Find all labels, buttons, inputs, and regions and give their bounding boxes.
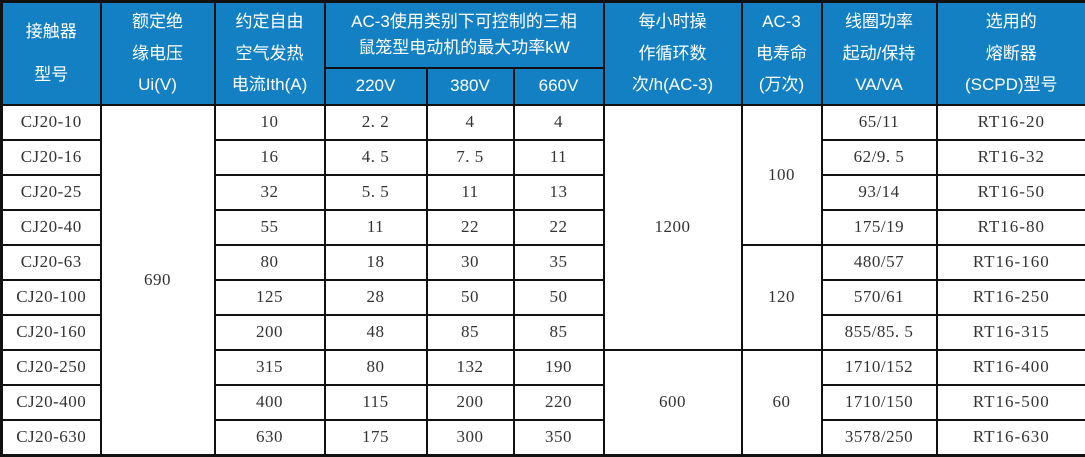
cell-power-380v: 22 — [427, 210, 514, 245]
cell-fuse-model: RT16-250 — [937, 280, 1085, 315]
cell-fuse-model: RT16-315 — [937, 315, 1085, 350]
cell-coil-power: 855/85. 5 — [822, 315, 937, 350]
cell-power-380v: 85 — [427, 315, 514, 350]
cell-ith-current: 80 — [215, 245, 325, 280]
table-row: CJ20-10 690 10 2. 2 4 4 1200 100 65/11 R… — [2, 105, 1085, 140]
cell-power-220v: 4. 5 — [325, 140, 427, 175]
cell-power-380v: 50 — [427, 280, 514, 315]
cell-model: CJ20-630 — [2, 420, 101, 456]
cell-coil-power: 3578/250 — [822, 420, 937, 456]
cell-power-660v: 4 — [514, 105, 604, 140]
cell-power-220v: 18 — [325, 245, 427, 280]
cell-model: CJ20-10 — [2, 105, 101, 140]
cell-power-220v: 48 — [325, 315, 427, 350]
header-fuse-model: 选用的 熔断器 (SCPD)型号 — [937, 2, 1085, 105]
cell-coil-power: 93/14 — [822, 175, 937, 210]
cell-insulation-voltage: 690 — [101, 105, 215, 456]
header-coil-power: 线圈功率 起动/保持 VA/VA — [822, 2, 937, 105]
header-contactor-model: 接触器 型号 — [2, 2, 101, 105]
cell-power-220v: 115 — [325, 385, 427, 420]
cell-fuse-model: RT16-20 — [937, 105, 1085, 140]
header-ac3-max-power-group: AC-3使用类别下可控制的三相 鼠笼型电动机的最大功率kW — [325, 2, 604, 68]
cell-power-220v: 5. 5 — [325, 175, 427, 210]
cell-power-660v: 85 — [514, 315, 604, 350]
cell-electrical-life: 120 — [742, 245, 822, 350]
cell-model: CJ20-100 — [2, 280, 101, 315]
cell-power-220v: 175 — [325, 420, 427, 456]
table-body: CJ20-10 690 10 2. 2 4 4 1200 100 65/11 R… — [2, 105, 1085, 456]
cell-coil-power: 62/9. 5 — [822, 140, 937, 175]
cell-ith-current: 16 — [215, 140, 325, 175]
cell-operating-cycles: 600 — [604, 350, 742, 456]
cell-model: CJ20-25 — [2, 175, 101, 210]
cell-model: CJ20-16 — [2, 140, 101, 175]
cell-coil-power: 1710/150 — [822, 385, 937, 420]
cell-power-380v: 11 — [427, 175, 514, 210]
cell-coil-power: 480/57 — [822, 245, 937, 280]
cell-power-220v: 2. 2 — [325, 105, 427, 140]
cell-fuse-model: RT16-630 — [937, 420, 1085, 456]
cell-power-660v: 13 — [514, 175, 604, 210]
cell-fuse-model: RT16-160 — [937, 245, 1085, 280]
cell-power-660v: 220 — [514, 385, 604, 420]
contactor-spec-sheet: 接触器 型号 额定绝 缘电压 Ui(V) 约定自由 空气发热 电流Ith(A) … — [0, 0, 1085, 440]
cell-ith-current: 200 — [215, 315, 325, 350]
cell-coil-power: 570/61 — [822, 280, 937, 315]
cell-power-380v: 200 — [427, 385, 514, 420]
cell-power-380v: 30 — [427, 245, 514, 280]
header-thermal-current: 约定自由 空气发热 电流Ith(A) — [215, 2, 325, 105]
cell-fuse-model: RT16-400 — [937, 350, 1085, 385]
cell-power-660v: 11 — [514, 140, 604, 175]
cell-model: CJ20-63 — [2, 245, 101, 280]
cell-model: CJ20-40 — [2, 210, 101, 245]
cell-power-660v: 50 — [514, 280, 604, 315]
cell-fuse-model: RT16-32 — [937, 140, 1085, 175]
cell-model: CJ20-250 — [2, 350, 101, 385]
cell-ith-current: 32 — [215, 175, 325, 210]
cell-power-380v: 300 — [427, 420, 514, 456]
cell-electrical-life: 60 — [742, 350, 822, 456]
header-voltage-220v: 220V — [325, 68, 427, 105]
cell-power-380v: 132 — [427, 350, 514, 385]
table-header: 接触器 型号 额定绝 缘电压 Ui(V) 约定自由 空气发热 电流Ith(A) … — [2, 2, 1085, 105]
cell-ith-current: 630 — [215, 420, 325, 456]
cell-ith-current: 55 — [215, 210, 325, 245]
cell-power-220v: 11 — [325, 210, 427, 245]
cell-fuse-model: RT16-50 — [937, 175, 1085, 210]
header-voltage-660v: 660V — [514, 68, 604, 105]
cell-power-220v: 80 — [325, 350, 427, 385]
cell-fuse-model: RT16-500 — [937, 385, 1085, 420]
cell-power-380v: 7. 5 — [427, 140, 514, 175]
cell-coil-power: 175/19 — [822, 210, 937, 245]
cell-power-660v: 35 — [514, 245, 604, 280]
header-operating-cycles: 每小时操 作循环数 次/h(AC-3) — [604, 2, 742, 105]
cell-ith-current: 400 — [215, 385, 325, 420]
cell-ith-current: 10 — [215, 105, 325, 140]
cell-power-660v: 22 — [514, 210, 604, 245]
cell-ith-current: 315 — [215, 350, 325, 385]
cell-electrical-life: 100 — [742, 105, 822, 245]
cell-operating-cycles: 1200 — [604, 105, 742, 350]
header-electrical-life: AC-3 电寿命 (万次) — [742, 2, 822, 105]
cell-power-220v: 28 — [325, 280, 427, 315]
header-voltage-380v: 380V — [427, 68, 514, 105]
cell-power-660v: 190 — [514, 350, 604, 385]
cell-model: CJ20-400 — [2, 385, 101, 420]
cell-fuse-model: RT16-80 — [937, 210, 1085, 245]
cell-ith-current: 125 — [215, 280, 325, 315]
cell-power-380v: 4 — [427, 105, 514, 140]
cell-coil-power: 1710/152 — [822, 350, 937, 385]
cell-power-660v: 350 — [514, 420, 604, 456]
cell-coil-power: 65/11 — [822, 105, 937, 140]
header-rated-insulation-voltage: 额定绝 缘电压 Ui(V) — [101, 2, 215, 105]
cell-model: CJ20-160 — [2, 315, 101, 350]
